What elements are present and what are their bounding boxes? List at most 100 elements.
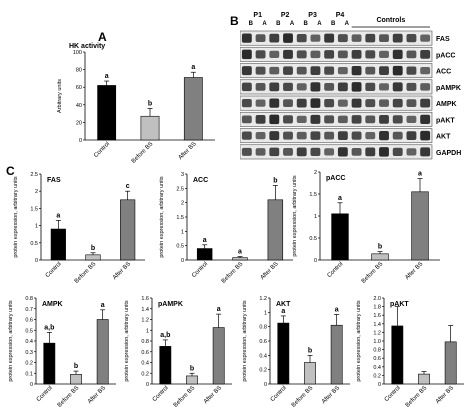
blot-band (269, 82, 280, 92)
y-tick-label: 0.8 (25, 296, 33, 302)
blot-band (324, 50, 335, 59)
bar-before-bs (186, 375, 198, 385)
blot-band (283, 33, 293, 43)
blot-band (283, 148, 293, 156)
category-label: Control (326, 261, 344, 279)
significance-label: a (418, 171, 422, 178)
blot-band (406, 82, 417, 91)
chart-akt-svg: AKT protein expression, arbitrary units 0 0… (242, 296, 350, 409)
y-axis-label: protein expression, arbitrary units (356, 300, 362, 382)
category-label: Before BS (131, 141, 155, 165)
blot-band (351, 115, 362, 124)
y-tick-label: 1 (181, 229, 184, 235)
blot-band (337, 50, 348, 59)
blot-band (365, 99, 376, 108)
y-tick-label: 1.5 (309, 192, 317, 198)
y-tick-label: 1.4 (373, 322, 381, 328)
y-axis-label: protein expression, arbitrary units (159, 176, 165, 258)
blot-band (296, 147, 307, 157)
blot-band (324, 66, 335, 75)
blot-band (365, 66, 376, 75)
chart-pacc-svg: pACC protein expression, arbitrary units 0… (292, 170, 440, 285)
blot-band (241, 66, 252, 76)
y-tick-label: 40 (76, 103, 82, 109)
significance-label: a (238, 249, 242, 256)
blot-band (269, 114, 280, 125)
blot-band (283, 49, 293, 59)
y-tick-label: 0.8 (141, 339, 149, 345)
chart-ampk-svg: AMPK protein expression, arbitrary units 0… (8, 296, 116, 409)
y-tick-label: 0.6 (373, 356, 381, 362)
blot-band (241, 147, 252, 156)
bar-after-bs (330, 324, 343, 385)
y-tick-label: 0 (181, 258, 184, 264)
significance-label: a (281, 308, 285, 315)
blot-band (351, 66, 362, 76)
blot-band (283, 115, 293, 124)
blot-band (392, 33, 403, 43)
blot-strip (240, 63, 433, 79)
blot-group-label: P1 (253, 12, 262, 19)
bar-before-bs (140, 115, 160, 141)
y-tick-label: 1.5 (30, 206, 38, 212)
blot-band (324, 131, 335, 140)
panel-letter-b: B (230, 14, 239, 28)
chart-title: pAMPK (158, 301, 183, 308)
blot-band (392, 49, 403, 59)
blot-band (241, 82, 252, 92)
category-label: Before BS (57, 385, 81, 409)
blot-band (324, 33, 335, 43)
blot-strip (240, 79, 433, 95)
y-tick-label: 60 (76, 85, 82, 91)
blot-band (379, 131, 389, 141)
blot-band (269, 50, 280, 58)
blot-band (324, 83, 335, 91)
y-tick-label: 1.4 (141, 307, 149, 313)
blot-band (420, 98, 431, 108)
blot-band-label: AMPK (436, 101, 457, 108)
chart-acc: ACC protein expression, arbitrary units 0 0… (155, 168, 305, 285)
blot-strip (240, 111, 433, 127)
bar-control (196, 248, 213, 261)
blot-band (241, 33, 252, 43)
blot-band (296, 50, 307, 59)
blot-band-label: ACC (436, 69, 451, 76)
blot-band (351, 131, 362, 140)
y-axis-label: protein expression, arbitrary units (124, 300, 130, 382)
blot-band (379, 115, 389, 124)
y-tick-label: 0.2 (373, 373, 381, 379)
blot-band-label: FAS (436, 36, 450, 43)
blot-band (420, 114, 431, 124)
blot-band (310, 50, 321, 59)
blot-band (255, 50, 266, 59)
blot-strip (240, 95, 433, 111)
blot-band-label: GAPDH (436, 150, 461, 157)
bar-control (277, 322, 290, 385)
blot-band (379, 147, 389, 157)
significance-label: b (378, 244, 382, 251)
blot-band (283, 82, 293, 91)
blot-lane-label: B (249, 21, 254, 27)
blot-band (420, 83, 431, 91)
significance-label: a (56, 212, 60, 219)
significance-label: a (203, 237, 207, 244)
blot-band (365, 132, 376, 140)
chart-title: HK activity (69, 43, 105, 50)
blot-band (406, 50, 417, 59)
y-tick-label: 1.5 (176, 215, 184, 221)
y-tick-label: 0.5 (176, 244, 184, 250)
significance-label: b (91, 245, 95, 252)
blot-band (365, 33, 376, 43)
bar-before-bs (418, 373, 430, 385)
chart-pacc: pACC protein expression, arbitrary units 0… (288, 168, 458, 285)
y-tick-label: 1 (314, 214, 317, 220)
blot-band (310, 82, 321, 92)
y-tick-label: 3 (181, 172, 184, 178)
blot-band (406, 99, 417, 107)
significance-label: b (74, 363, 78, 370)
panel-letter-a: A (98, 30, 107, 44)
blot-band (269, 147, 280, 157)
category-label: Control (45, 261, 63, 279)
blot-band (420, 130, 431, 141)
significance-label: b (148, 100, 152, 107)
